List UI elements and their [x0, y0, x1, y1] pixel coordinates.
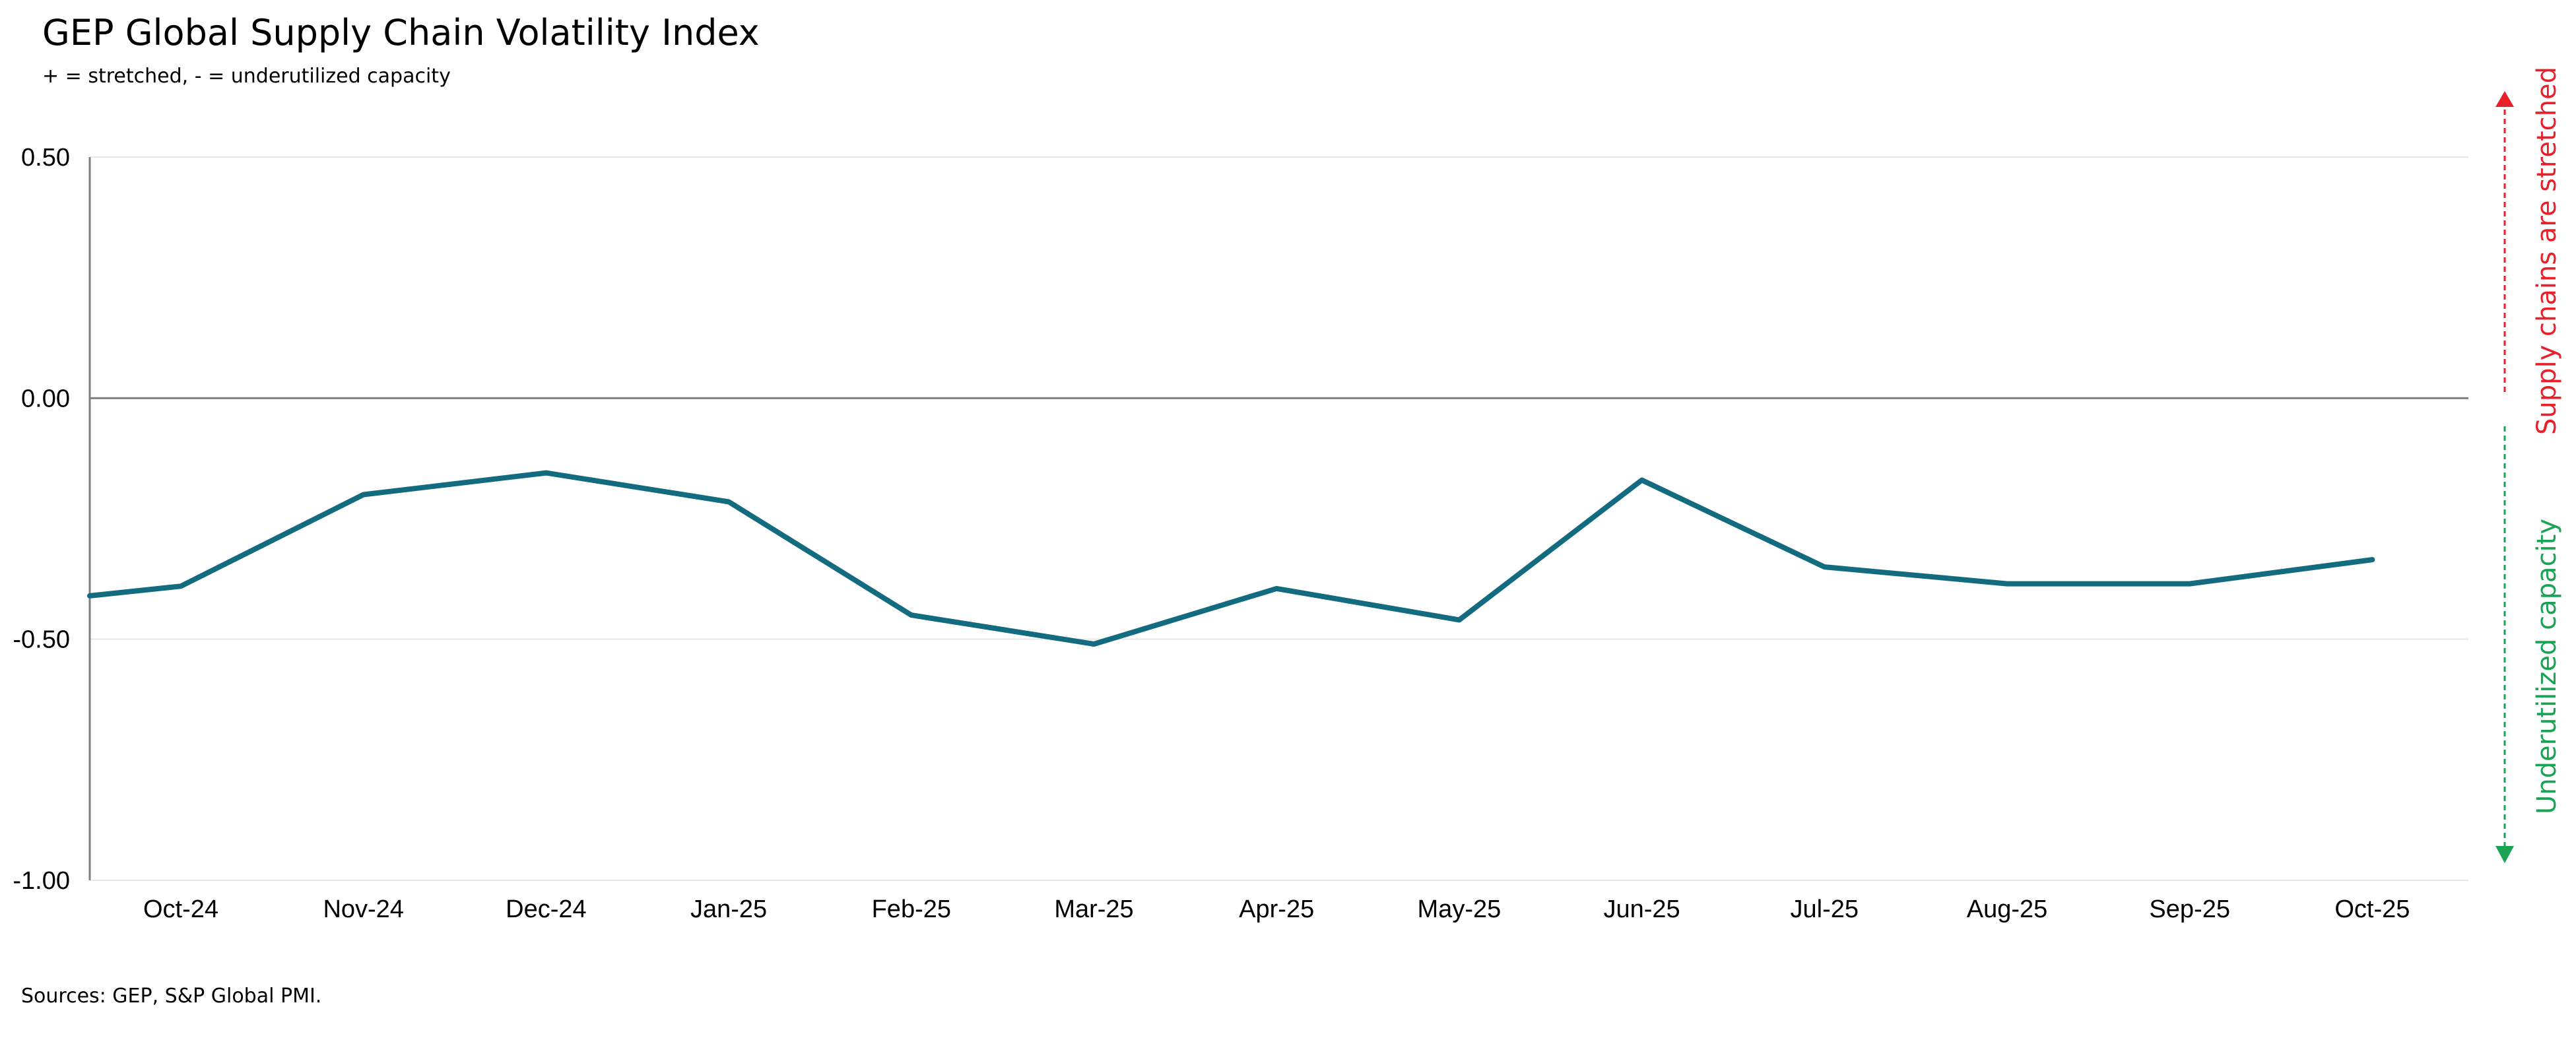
data-point — [1276, 587, 1278, 589]
x-tick-label: Aug-25 — [1967, 895, 2048, 923]
upper-arrow-icon — [2495, 91, 2514, 107]
data-point — [362, 494, 364, 496]
x-tick-label: Nov-24 — [323, 895, 404, 923]
data-point — [910, 614, 912, 616]
lower-arrow-icon — [2495, 846, 2514, 863]
data-point — [545, 472, 547, 474]
data-point — [1093, 643, 1095, 645]
chart-title: GEP Global Supply Chain Volatility Index — [42, 12, 760, 53]
y-tick-label: -1.00 — [13, 867, 70, 895]
x-tick-label: Apr-25 — [1239, 895, 1314, 923]
series — [87, 470, 2375, 647]
data-point — [180, 585, 182, 587]
side-annotations: Supply chains are stretched Underutilized… — [2495, 67, 2562, 863]
x-tick-label: Mar-25 — [1054, 895, 1133, 923]
gridlines — [90, 156, 2468, 881]
data-point — [2371, 559, 2373, 561]
y-tick-label: -0.50 — [13, 626, 70, 654]
x-axis-ticks: Oct-24 Nov-24 Dec-24 Jan-25 Feb-25 Mar-25 Apr-… — [143, 895, 2410, 923]
data-point — [2006, 583, 2008, 585]
data-point — [2189, 583, 2191, 585]
x-tick-label: Oct-25 — [2334, 895, 2410, 923]
chart-subtitle: + = stretched, - = underutilized capacit… — [42, 65, 451, 88]
data-point — [728, 501, 730, 503]
x-tick-label: Oct-24 — [143, 895, 218, 923]
x-tick-label: Sep-25 — [2149, 895, 2230, 923]
x-tick-label: Dec-24 — [506, 895, 587, 923]
x-tick-label: Feb-25 — [872, 895, 951, 923]
x-tick-label: Jul-25 — [1791, 895, 1859, 923]
source-note: Sources: GEP, S&P Global PMI. — [21, 985, 322, 1008]
x-tick-label: May-25 — [1418, 895, 1502, 923]
y-tick-label: 0.50 — [21, 144, 70, 172]
data-point — [1641, 479, 1643, 481]
y-tick-label: 0.00 — [21, 385, 70, 412]
y-axis-ticks: 0.50 0.00 -0.50 -1.00 — [13, 144, 70, 895]
x-tick-label: Jan-25 — [690, 895, 767, 923]
data-point — [1824, 566, 1826, 568]
data-point — [1458, 619, 1460, 621]
stretched-label: Supply chains are stretched — [2532, 67, 2562, 435]
underutilized-label: Underutilized capacity — [2532, 519, 2562, 814]
series-line — [87, 470, 2375, 647]
axes — [88, 157, 2468, 880]
x-tick-label: Jun-25 — [1603, 895, 1680, 923]
